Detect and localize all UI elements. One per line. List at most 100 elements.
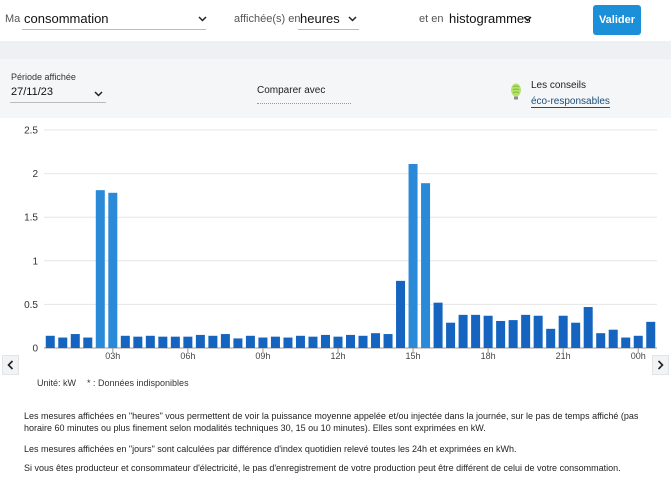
chart-grid [44, 129, 657, 349]
separator-band [0, 41, 671, 59]
chart-y-tick-labels: 0 0.5 1 1.5 2 2.5 [24, 126, 38, 355]
unit-value: heures [300, 11, 340, 26]
chevron-left-icon [7, 360, 14, 370]
view-value: histogrammes [449, 11, 531, 26]
y-tick-label: 2.5 [24, 126, 38, 137]
x-tick-label: 09h [255, 351, 270, 361]
bar[interactable] [371, 333, 381, 348]
top-bar [0, 0, 671, 41]
bar[interactable] [446, 322, 456, 348]
bar[interactable] [383, 334, 393, 348]
bar[interactable] [45, 335, 55, 348]
period-label: Période affichée [11, 72, 76, 82]
bar[interactable] [183, 336, 193, 348]
bar[interactable] [421, 183, 431, 348]
bar[interactable] [220, 334, 230, 348]
lightbulb-icon [511, 83, 521, 100]
x-tick-label: 15h [406, 351, 421, 361]
x-tick-label: 18h [481, 351, 496, 361]
chart-x-tick-labels: 03h 06h 09h 12h 15h 18h 21h 00h [105, 348, 646, 361]
bar[interactable] [471, 314, 481, 348]
y-tick-label: 0 [32, 344, 38, 355]
bar[interactable] [195, 334, 205, 348]
x-tick-label: 06h [180, 351, 195, 361]
chart-bars [45, 164, 656, 348]
bar[interactable] [483, 315, 493, 348]
date-select[interactable]: 27/11/23 [10, 84, 106, 103]
compare-label: Comparer avec [257, 85, 326, 96]
bar[interactable] [346, 334, 356, 348]
validate-button[interactable]: Valider [593, 5, 641, 35]
bar[interactable] [270, 336, 280, 348]
x-tick-label: 00h [631, 351, 646, 361]
and-in-label: et en [419, 13, 444, 25]
chevron-down-icon [94, 91, 103, 97]
bar[interactable] [433, 302, 443, 348]
bar[interactable] [145, 335, 155, 348]
bar[interactable] [633, 335, 643, 348]
y-tick-label: 1.5 [24, 213, 38, 224]
bar[interactable] [508, 320, 518, 348]
bar[interactable] [358, 335, 368, 348]
bar[interactable] [295, 335, 305, 348]
bar[interactable] [458, 314, 468, 348]
ma-label: Ma [5, 13, 21, 25]
x-tick-label: 21h [556, 351, 571, 361]
chevron-right-icon [657, 360, 664, 370]
date-value: 27/11/23 [11, 86, 54, 98]
bar[interactable] [245, 335, 255, 348]
bar[interactable] [558, 315, 568, 348]
bar[interactable] [70, 334, 80, 348]
x-tick-label: 03h [105, 351, 120, 361]
bar[interactable] [621, 337, 631, 348]
bar[interactable] [396, 280, 406, 348]
period-panel [0, 59, 671, 118]
bar[interactable] [120, 335, 130, 348]
chevron-down-icon [348, 16, 357, 22]
bar[interactable] [333, 336, 343, 348]
measure-value: consommation [24, 11, 109, 26]
chevron-down-icon [523, 16, 532, 22]
info-producer: Si vous êtes producteur et consommateur … [24, 463, 621, 473]
unit-select[interactable]: heures [298, 8, 359, 30]
bar[interactable] [133, 336, 143, 348]
chevron-down-icon [198, 16, 207, 22]
bar[interactable] [596, 333, 606, 348]
bar[interactable] [170, 336, 180, 348]
bar[interactable] [58, 337, 68, 348]
bar[interactable] [408, 164, 418, 348]
bar[interactable] [83, 337, 93, 348]
bar[interactable] [608, 329, 618, 348]
tips-label: Les conseils [531, 80, 587, 91]
bar[interactable] [258, 337, 268, 348]
bar[interactable] [496, 320, 506, 348]
bar[interactable] [521, 314, 531, 348]
bar[interactable] [95, 190, 105, 348]
legend-unit: Unité: kW [37, 378, 77, 388]
measure-select[interactable]: consommation [22, 8, 207, 30]
y-tick-label: 1 [32, 256, 38, 267]
scroll-right-button[interactable] [652, 355, 669, 375]
bar[interactable] [158, 336, 168, 348]
consumption-chart: 0 0.5 1 1.5 2 2.5 03h 06h 09h 12h 15h 18h 21h 00h [24, 126, 657, 361]
bar[interactable] [208, 335, 218, 348]
bar[interactable] [646, 321, 656, 348]
y-tick-label: 0.5 [24, 300, 38, 311]
info-days: Les mesures affichées en "jours" sont ca… [24, 444, 517, 454]
view-select[interactable]: histogrammes [447, 8, 535, 29]
bar[interactable] [583, 307, 593, 348]
bar[interactable] [108, 192, 118, 348]
bar[interactable] [571, 322, 581, 348]
bar[interactable] [308, 336, 318, 348]
displayed-in-label: affichée(s) en [234, 13, 301, 25]
bar[interactable] [533, 315, 543, 348]
legend-unavailable: * : Données indisponibles [87, 378, 189, 388]
bar[interactable] [233, 338, 243, 348]
bar[interactable] [283, 337, 293, 348]
eco-link[interactable]: éco-responsables [531, 96, 610, 108]
compare-select[interactable]: Comparer avec [257, 84, 351, 104]
scroll-left-button[interactable] [2, 355, 19, 375]
bar[interactable] [546, 328, 556, 348]
bar[interactable] [320, 334, 330, 348]
info-hours: Les mesures affichées en "heures" vous p… [24, 411, 639, 433]
